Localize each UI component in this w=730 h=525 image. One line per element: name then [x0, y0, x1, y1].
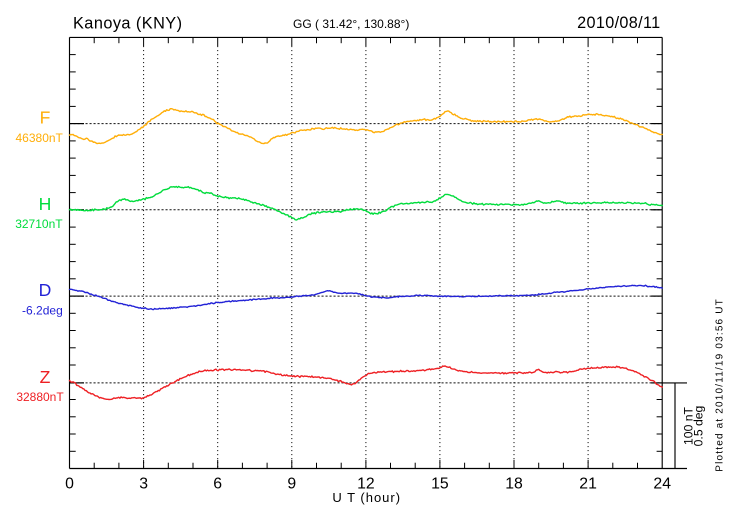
- svg-text:Plotted at 2010/11/19 03:56 UT: Plotted at 2010/11/19 03:56 UT: [715, 298, 726, 472]
- svg-text:F: F: [40, 108, 51, 128]
- svg-text:9: 9: [287, 476, 296, 493]
- svg-text:Kanoya (KNY): Kanoya (KNY): [73, 15, 182, 33]
- svg-text:U T (hour): U T (hour): [332, 490, 401, 505]
- svg-text:0.5 deg: 0.5 deg: [692, 406, 706, 447]
- svg-text:32710nT: 32710nT: [15, 217, 63, 231]
- svg-text:Z: Z: [40, 367, 51, 387]
- svg-text:46380nT: 46380nT: [16, 131, 64, 145]
- svg-text:3: 3: [139, 476, 148, 493]
- svg-text:24: 24: [653, 476, 671, 493]
- svg-text:12: 12: [357, 476, 375, 493]
- svg-text:-6.2deg: -6.2deg: [22, 303, 63, 317]
- svg-text:6: 6: [213, 476, 222, 493]
- svg-text:0: 0: [65, 476, 74, 493]
- svg-text:100 nT: 100 nT: [681, 406, 695, 444]
- svg-text:21: 21: [579, 476, 597, 493]
- svg-text:32880nT: 32880nT: [16, 390, 64, 404]
- svg-text:D: D: [39, 280, 52, 300]
- svg-text:H: H: [39, 194, 52, 214]
- svg-text:2010/08/11: 2010/08/11: [577, 14, 660, 32]
- svg-text:18: 18: [505, 476, 523, 493]
- svg-text:GG ( 31.42°, 130.88°): GG ( 31.42°, 130.88°): [293, 17, 409, 31]
- svg-text:15: 15: [431, 476, 449, 493]
